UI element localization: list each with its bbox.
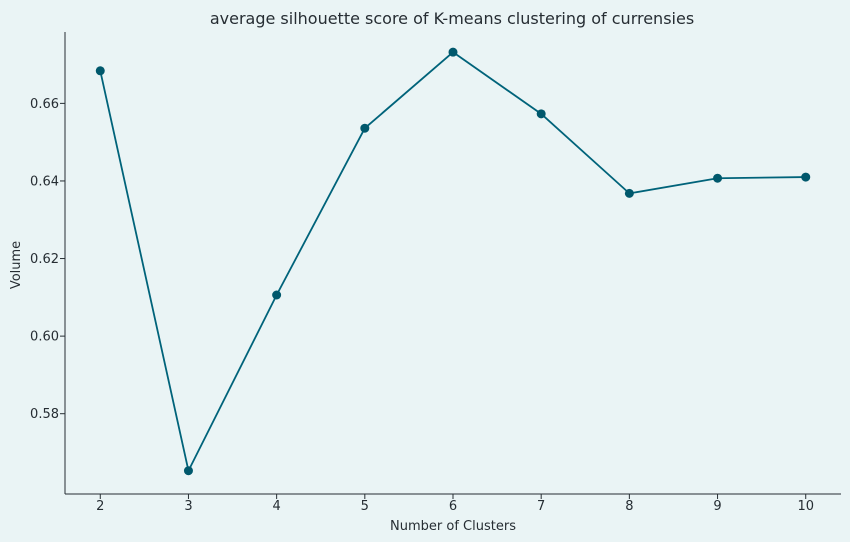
y-axis-label: Volume: [9, 241, 24, 289]
data-point: [801, 172, 811, 182]
y-tick-label: 0.62: [30, 252, 59, 267]
series-group: [95, 47, 811, 476]
data-point: [713, 173, 723, 183]
data-point: [360, 123, 370, 133]
x-tick-label: 6: [449, 499, 457, 514]
y-tick-label: 0.64: [30, 174, 59, 189]
data-point: [624, 188, 634, 198]
y-axis-ticks: 0.58 0.60 0.62 0.64 0.66: [30, 97, 65, 422]
x-axis-label: Number of Clusters: [390, 519, 516, 534]
x-axis-ticks: 2 3 4 5 6 7 8 9 10: [96, 494, 814, 514]
data-point: [448, 47, 458, 57]
x-tick-label: 5: [361, 499, 369, 514]
y-tick-label: 0.60: [30, 330, 59, 345]
y-tick-label: 0.66: [30, 97, 59, 112]
data-point: [272, 290, 282, 300]
data-point: [183, 466, 193, 476]
x-tick-label: 9: [713, 499, 721, 514]
x-tick-label: 8: [625, 499, 633, 514]
x-tick-label: 4: [272, 499, 280, 514]
y-tick-label: 0.58: [30, 407, 59, 422]
data-point: [95, 66, 105, 76]
series-line: [99, 51, 806, 472]
data-point: [536, 109, 546, 119]
x-tick-label: 10: [797, 499, 814, 514]
x-tick-label: 7: [537, 499, 545, 514]
x-tick-label: 2: [96, 499, 104, 514]
x-tick-label: 3: [184, 499, 192, 514]
chart-title: average silhouette score of K-means clus…: [210, 9, 694, 28]
